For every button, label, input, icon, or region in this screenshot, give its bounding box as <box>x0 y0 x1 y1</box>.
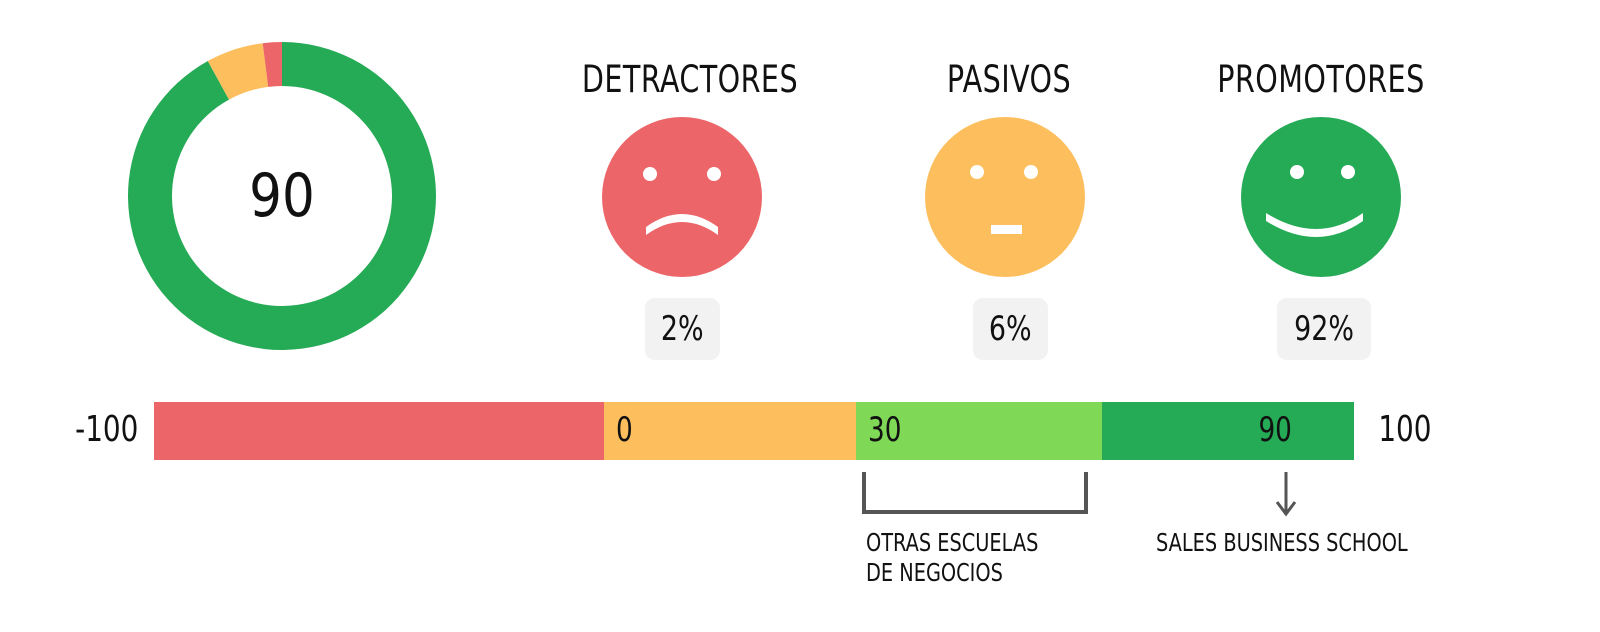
scale-segment-1 <box>154 402 604 460</box>
happy-face-mouth <box>1266 213 1363 237</box>
neutral-face-icon <box>925 117 1085 277</box>
neutral-face-left-eye <box>970 165 984 179</box>
sales-business-school-caption-line: SALES BUSINESS SCHOOL <box>1156 528 1408 557</box>
sales-business-school-caption: SALES BUSINESS SCHOOL <box>1156 528 1408 558</box>
other-schools-caption-line-2: DE NEGOCIOS <box>866 558 1003 587</box>
sad-face-left-eye <box>643 167 657 181</box>
detractors-title: DETRACTORES <box>581 58 799 101</box>
scale-segment-label: 30 <box>868 410 902 450</box>
other-schools-caption: OTRAS ESCUELAS DE NEGOCIOS <box>866 528 1038 588</box>
sad-face-circle <box>602 117 762 277</box>
sad-face-icon <box>602 117 762 277</box>
passives-title: PASIVOS <box>946 58 1072 101</box>
neutral-face-circle <box>925 117 1085 277</box>
detractors-percent: 2% <box>645 298 720 360</box>
happy-face-left-eye <box>1290 165 1304 179</box>
other-schools-bracket <box>862 472 1088 514</box>
scale-segment-3: 30 <box>856 402 1102 460</box>
nps-scale-bar: 0 30 90 <box>154 402 1354 460</box>
scale-segment-label: 90 <box>1258 410 1292 450</box>
neutral-face-right-eye <box>1024 165 1038 179</box>
other-schools-caption-line-1: OTRAS ESCUELAS <box>866 528 1039 557</box>
promoters-percent: 92% <box>1277 298 1371 360</box>
sad-face-right-eye <box>707 167 721 181</box>
happy-face-right-eye <box>1341 165 1355 179</box>
nps-donut-chart <box>128 42 436 350</box>
scale-max-label: 100 <box>1378 409 1432 450</box>
scale-segment-4: 90 <box>1102 402 1354 460</box>
happy-face-circle <box>1241 117 1401 277</box>
donut-slice-detractores <box>262 42 282 87</box>
promoters-title: PROMOTORES <box>1217 58 1425 101</box>
scale-segment-2: 0 <box>604 402 856 460</box>
scale-min-label: -100 <box>75 409 139 450</box>
scale-segment-label: 0 <box>616 410 633 450</box>
passives-percent: 6% <box>973 298 1048 360</box>
donut-slice-pasivos <box>207 43 269 100</box>
nps-score: 90 <box>249 161 315 231</box>
neutral-face-mouth <box>991 225 1022 234</box>
sad-face-mouth <box>646 214 718 235</box>
happy-face-icon <box>1241 117 1401 277</box>
arrow-down-icon <box>1275 472 1297 517</box>
